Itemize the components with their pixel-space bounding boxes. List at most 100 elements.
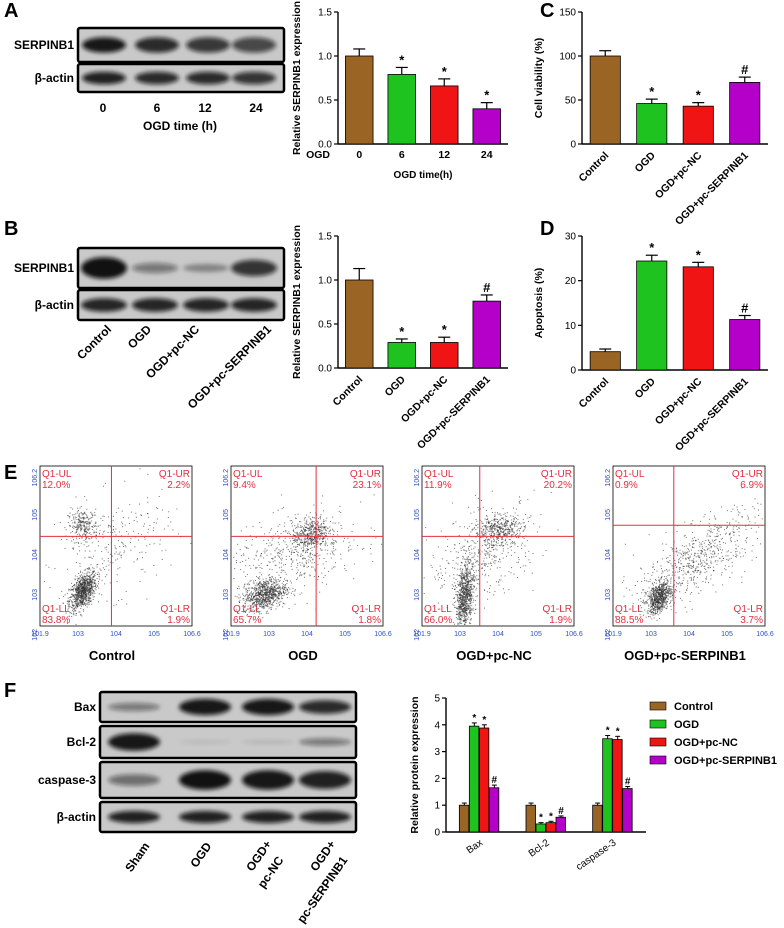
flow-event	[74, 610, 76, 612]
flow-event	[307, 530, 309, 532]
flow-event	[78, 514, 80, 516]
flow-event	[260, 597, 262, 599]
flow-event	[86, 578, 88, 580]
flow-event	[143, 525, 145, 527]
flow-event	[94, 588, 96, 590]
flow-event	[486, 522, 488, 524]
flow-event	[263, 557, 265, 559]
flow-event	[501, 522, 503, 524]
quadrant-value: 83.8%	[42, 615, 70, 626]
flow-event	[460, 597, 462, 599]
flow-event	[70, 597, 72, 599]
flow-event	[263, 603, 265, 605]
flow-event	[240, 569, 242, 571]
flow-event	[481, 530, 483, 532]
flow-event	[275, 594, 277, 596]
flow-event	[463, 596, 465, 598]
flow-event	[116, 574, 118, 576]
flow-event	[476, 560, 478, 562]
flow-event	[514, 524, 516, 526]
flow-event	[73, 605, 75, 607]
flow-event	[75, 600, 77, 602]
flow-event	[272, 561, 274, 563]
flow-event	[91, 588, 93, 590]
flow-event	[115, 559, 117, 561]
flow-event	[296, 536, 298, 538]
bar	[729, 319, 761, 371]
flow-event	[462, 602, 464, 604]
flow-event	[278, 593, 280, 595]
flow-event	[122, 523, 124, 525]
flow-event	[501, 531, 503, 533]
flow-event	[246, 546, 248, 548]
flow-event	[524, 526, 526, 528]
flow-event	[456, 607, 458, 609]
flow-event	[468, 583, 470, 585]
blot-strip	[76, 26, 286, 64]
flow-event	[481, 531, 483, 533]
flow-event	[296, 533, 298, 535]
flow-event	[312, 526, 314, 528]
flow-event	[462, 582, 464, 584]
flow-event	[491, 519, 493, 521]
flow-event	[314, 538, 316, 540]
flow-event	[87, 591, 89, 593]
flow-event	[492, 525, 494, 527]
flow-event	[281, 597, 283, 599]
flow-event	[285, 580, 287, 582]
flow-event	[77, 583, 79, 585]
flow-event	[499, 519, 501, 521]
flow-event	[276, 584, 278, 586]
flow-event	[90, 590, 92, 592]
flow-event	[251, 591, 253, 593]
flow-event	[472, 578, 474, 580]
flow-event	[239, 549, 241, 551]
flow-event	[470, 600, 472, 602]
flow-event	[123, 550, 125, 552]
flow-event	[332, 543, 334, 545]
flow-event	[262, 598, 264, 600]
flow-event	[84, 576, 86, 578]
flow-event	[300, 525, 302, 527]
flow-event	[78, 581, 80, 583]
flow-event	[473, 527, 475, 529]
flow-event	[82, 586, 84, 588]
significance-mark: *	[442, 322, 448, 337]
flow-event	[266, 599, 268, 601]
flow-x-tick: 103	[263, 631, 275, 638]
flow-event	[272, 593, 274, 595]
flow-event	[66, 592, 68, 594]
flow-event	[242, 553, 244, 555]
flow-event	[465, 585, 467, 587]
flow-event	[272, 605, 274, 607]
flow-event	[267, 597, 269, 599]
flow-event	[491, 544, 493, 546]
flow-event	[501, 525, 503, 527]
flow-event	[463, 593, 465, 595]
flow-event	[529, 516, 531, 518]
flow-event	[158, 495, 160, 497]
flow-event	[460, 570, 462, 572]
flow-event	[275, 596, 277, 598]
flow-event	[465, 569, 467, 571]
flow-event	[84, 530, 86, 532]
flow-event	[462, 609, 464, 611]
flow-event	[441, 558, 443, 560]
flow-event	[84, 594, 86, 596]
flow-event	[472, 574, 474, 576]
flow-event	[257, 589, 259, 591]
flow-event	[87, 583, 89, 585]
flow-event	[473, 591, 475, 593]
flow-y-tick: 102	[223, 629, 230, 641]
flow-event	[86, 523, 88, 525]
flow-event	[265, 602, 267, 604]
flow-event	[259, 605, 261, 607]
flow-event	[467, 597, 469, 599]
category-row-label: OGD	[306, 149, 330, 161]
flow-event	[106, 546, 108, 548]
flow-event	[75, 598, 77, 600]
flow-event	[502, 517, 504, 519]
flow-event	[462, 614, 464, 616]
flow-event	[86, 531, 88, 533]
flow-event	[81, 527, 83, 529]
